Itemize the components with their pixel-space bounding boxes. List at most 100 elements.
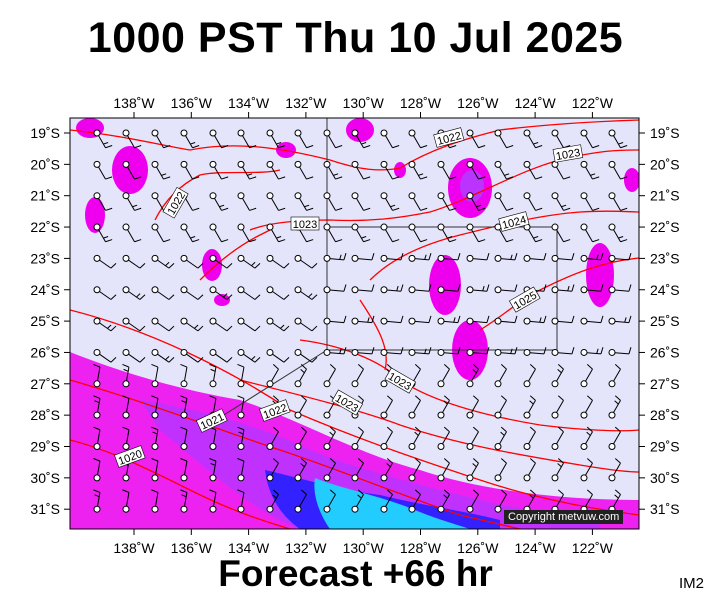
wind-barb [209, 348, 233, 363]
wind-barb [380, 160, 400, 180]
latitude-label: 21˚S [30, 188, 60, 204]
wind-barb [408, 347, 432, 356]
wind-barb [122, 426, 130, 450]
wind-barb [494, 253, 518, 262]
wind-barb-layer [93, 129, 632, 513]
wind-barb [180, 317, 204, 332]
wind-barb [523, 395, 536, 419]
wind-barb [437, 347, 461, 356]
wind-barb [408, 395, 421, 419]
wind-barb [294, 364, 307, 388]
wind-barb [580, 426, 593, 450]
wind-barb [580, 364, 593, 388]
wind-barb [180, 129, 200, 149]
wind-barb [180, 489, 188, 513]
latitude-label: 20˚S [650, 156, 680, 172]
wind-barb [237, 426, 245, 450]
wind-barb [323, 160, 343, 180]
isobar-1022-north [70, 119, 639, 171]
wind-barb [266, 286, 290, 300]
wind-barb [151, 160, 171, 180]
wind-barb [494, 395, 507, 419]
wind-barb [237, 458, 245, 482]
latitude-labels-left: 19˚S 20˚S 21˚S 22˚S 23˚S 24˚S 25˚S 26˚S 27˚S 28˚S… [30, 125, 70, 517]
wind-barb [209, 223, 229, 243]
wind-barb [551, 223, 571, 243]
wind-barb [494, 129, 514, 149]
wind-barb [466, 284, 490, 294]
wind-barb [93, 223, 113, 243]
latitude-label: 28˚S [650, 407, 680, 423]
wind-barb [151, 286, 175, 300]
wind-barb [266, 223, 286, 243]
wind-barb [494, 426, 507, 450]
wind-barb [351, 489, 364, 513]
wind-barb [551, 458, 564, 482]
isobar-label: 1023 [290, 216, 320, 231]
latitude-label: 31˚S [30, 501, 60, 517]
wind-barb [408, 284, 432, 294]
wind-barb [523, 129, 543, 149]
wind-barb [93, 426, 101, 450]
wind-barb [93, 192, 113, 211]
longitude-labels-top: 138˚W 136˚W 134˚W 132˚W 130˚W 128˚W 126˚W 124˚W… [113, 95, 614, 118]
wind-barb [494, 489, 507, 513]
wind-barb [209, 364, 217, 388]
latitude-label: 30˚S [650, 470, 680, 486]
wind-barb [380, 192, 400, 211]
wind-barb [122, 286, 146, 300]
isobar-1024-c [359, 299, 387, 371]
wind-barb [351, 253, 375, 262]
rain-cell [624, 168, 639, 192]
longitude-label: 136˚W [171, 95, 213, 111]
wind-barb [122, 254, 146, 269]
wind-barb [608, 160, 628, 180]
latitude-label: 19˚S [30, 125, 60, 141]
wind-barb [608, 458, 621, 482]
longitude-label: 130˚W [343, 540, 385, 556]
wind-barb [209, 458, 217, 482]
longitude-label: 130˚W [343, 95, 385, 111]
wind-barb [93, 348, 117, 363]
wind-barb [323, 192, 343, 211]
wind-barb [266, 489, 279, 513]
wind-barb [122, 395, 130, 419]
wind-barb [608, 253, 632, 262]
wind-barb [180, 348, 204, 363]
wind-barb [437, 489, 450, 513]
wind-barb [580, 129, 600, 149]
wind-barb [151, 364, 159, 388]
longitude-label: 122˚W [572, 540, 614, 556]
longitude-label: 138˚W [113, 540, 155, 556]
wind-barb [580, 253, 604, 262]
wind-barb [466, 253, 490, 262]
wind-barb [151, 426, 159, 450]
wind-barb [266, 458, 279, 482]
wind-barb [380, 223, 400, 243]
rain-cell [202, 249, 222, 281]
wind-barb [209, 192, 229, 211]
wind-barb [323, 426, 336, 450]
wind-barb [494, 160, 514, 180]
wind-barb [209, 489, 217, 513]
wind-barb [466, 160, 486, 180]
latitude-label: 27˚S [650, 376, 680, 392]
wind-barb [151, 489, 159, 513]
wind-barb [93, 317, 117, 332]
wind-barb [151, 317, 175, 332]
wind-barb [294, 489, 307, 513]
latitude-label: 22˚S [30, 219, 60, 235]
wind-barb [380, 347, 404, 356]
wind-barb [351, 426, 364, 450]
wind-barb [266, 348, 290, 363]
wind-barb [580, 395, 593, 419]
wind-barb [551, 364, 564, 388]
wind-barb [466, 364, 479, 388]
wind-barb [408, 458, 421, 482]
wind-barb [323, 129, 343, 149]
model-tag: IM2 [679, 575, 705, 592]
wind-barb [608, 315, 632, 325]
wind-barb [180, 160, 200, 180]
wind-barb [180, 426, 188, 450]
rain-cell [394, 162, 406, 178]
